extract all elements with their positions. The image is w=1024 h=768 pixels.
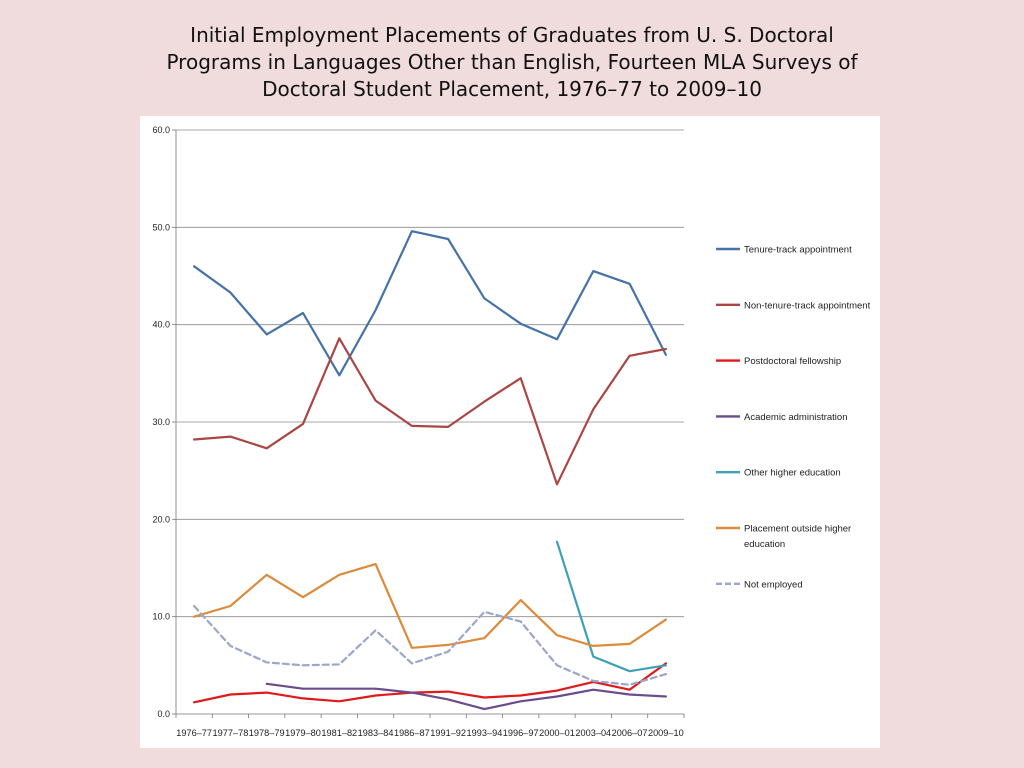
y-tick-label: 0.0 — [157, 709, 170, 719]
legend-label: Tenure-track appointment — [744, 245, 852, 256]
y-tick-label: 10.0 — [152, 612, 170, 622]
series-line-3 — [193, 662, 667, 704]
title-line-1: Initial Employment Placements of Graduat… — [190, 23, 834, 47]
x-tick-label: 1993–94 — [467, 728, 503, 738]
legend-label: Other higher education — [744, 468, 841, 479]
legend-label: Placement outside higher — [744, 524, 851, 535]
x-tick-label: 1986–87 — [394, 728, 430, 738]
x-tick-label: 1976–77 — [176, 728, 212, 738]
series-line-1 — [193, 230, 667, 377]
x-tick-label: 1977–78 — [213, 728, 249, 738]
x-tick-label: 1981–82 — [321, 728, 357, 738]
slide-title: Initial Employment Placements of Graduat… — [150, 22, 874, 103]
chart-panel: 0.0 10.0 20.0 30.0 40.0 50.0 60.0 1976–77 1977–7… — [140, 116, 880, 748]
y-tick-label: 20.0 — [152, 514, 170, 524]
x-tick-label: 2000–01 — [539, 728, 575, 738]
series-line-4 — [265, 682, 667, 711]
y-tick-label: 40.0 — [152, 320, 170, 330]
legend-label: Non-tenure-track appointment — [744, 300, 871, 311]
legend-label: Not employed — [744, 579, 803, 590]
x-tick-label: 1979–80 — [285, 728, 321, 738]
legend-label: Academic administration — [744, 412, 848, 423]
legend-label: education — [744, 539, 785, 550]
x-tick-label: 1983–84 — [358, 728, 394, 738]
y-tick-label: 60.0 — [152, 125, 170, 135]
x-tick-label: 1978–79 — [249, 728, 285, 738]
y-tick-label: 30.0 — [152, 417, 170, 427]
title-line-3: Doctoral Student Placement, 1976–77 to 2… — [262, 77, 762, 101]
series-line-7 — [193, 604, 667, 686]
legend-label: Postdoctoral fellowship — [744, 356, 841, 367]
title-line-2: Programs in Languages Other than English… — [166, 50, 858, 74]
series-line-6 — [193, 563, 667, 649]
x-tick-label: 2009–10 — [648, 728, 684, 738]
series-line-2 — [193, 337, 667, 486]
x-tick-label: 1996–97 — [503, 728, 539, 738]
x-tick-label: 1991–92 — [430, 728, 466, 738]
x-tick-label: 2003–04 — [575, 728, 611, 738]
line-chart: 0.0 10.0 20.0 30.0 40.0 50.0 60.0 1976–77 1977–7… — [152, 125, 871, 738]
y-tick-label: 50.0 — [152, 222, 170, 232]
series-line-5 — [555, 540, 667, 673]
x-tick-label: 2006–07 — [612, 728, 648, 738]
